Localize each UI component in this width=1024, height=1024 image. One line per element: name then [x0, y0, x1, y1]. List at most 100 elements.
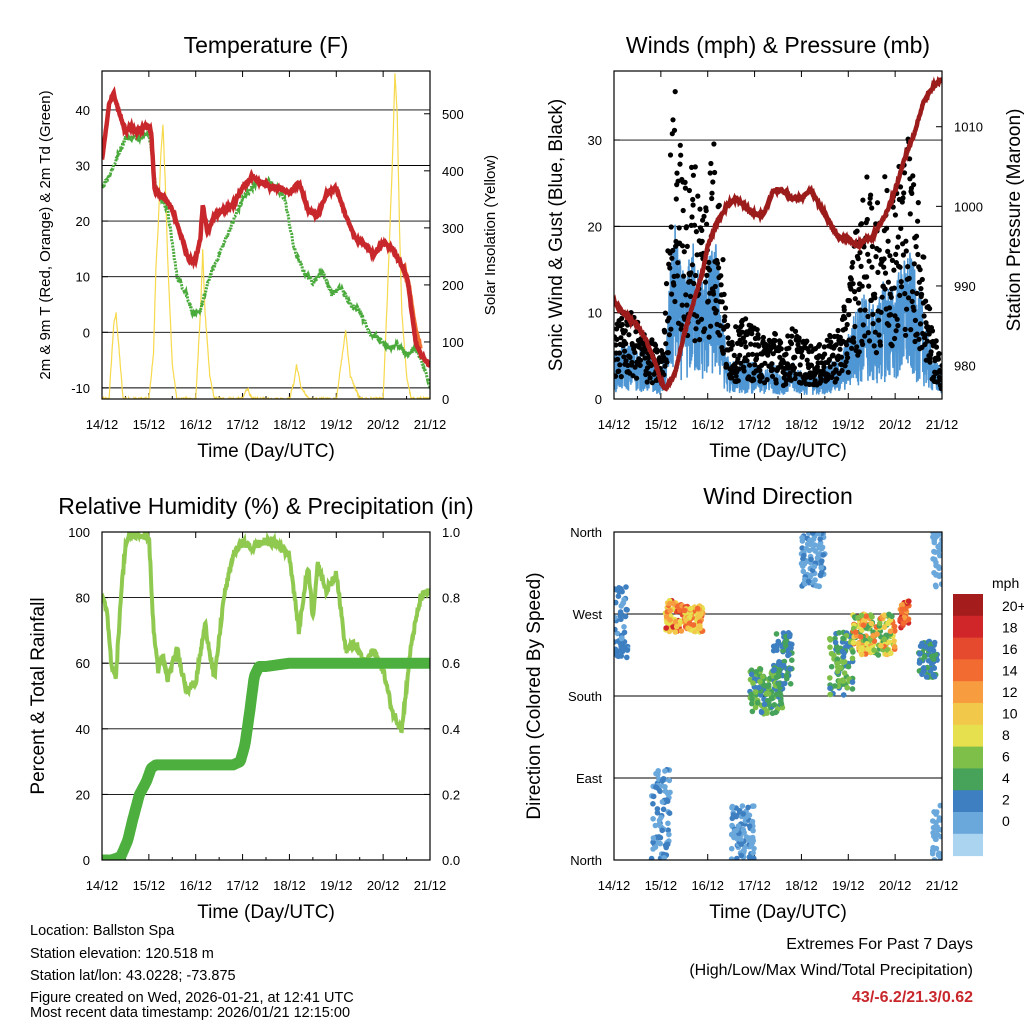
direction-point	[814, 555, 821, 561]
direction-point	[687, 605, 694, 612]
gust-point	[728, 346, 734, 352]
x-axis-label: Time (Day/UTC)	[197, 902, 335, 923]
direction-point	[827, 691, 833, 698]
direction-point	[805, 578, 812, 584]
gust-point	[725, 322, 731, 328]
x-tick-label: 15/12	[645, 417, 678, 432]
direction-point	[923, 674, 930, 680]
gust-point	[616, 368, 622, 374]
direction-point	[653, 784, 659, 790]
direction-point	[897, 616, 903, 623]
gust-point	[915, 218, 921, 224]
gust-point	[876, 332, 882, 338]
gust-point	[862, 307, 868, 313]
direction-point	[870, 633, 876, 639]
direction-point	[799, 545, 805, 551]
gust-point	[850, 259, 856, 266]
direction-point	[922, 643, 929, 650]
gust-point	[928, 349, 934, 355]
gust-point	[796, 335, 802, 341]
direction-point	[834, 668, 841, 675]
gust-point	[915, 251, 921, 258]
gust-point	[867, 200, 873, 206]
direction-point	[750, 850, 756, 856]
gust-point	[691, 280, 697, 287]
gust-point	[756, 343, 762, 349]
gust-point	[757, 378, 763, 384]
direction-point	[749, 839, 756, 846]
legend-swatch	[953, 703, 983, 726]
gust-point	[868, 192, 874, 198]
gust-point	[935, 379, 941, 385]
direction-point	[738, 852, 745, 859]
gust-point	[907, 156, 913, 162]
gust-point	[711, 141, 717, 147]
direction-point	[939, 546, 942, 552]
gust-point	[744, 331, 751, 337]
gust-point	[785, 333, 791, 339]
direction-point	[818, 545, 825, 552]
x-tick-label: 21/12	[414, 878, 447, 893]
gust-point	[695, 193, 701, 199]
direction-point	[777, 692, 784, 698]
gust-point	[793, 371, 799, 377]
gust-point	[911, 182, 917, 188]
gust-point	[623, 358, 629, 364]
direction-point	[900, 620, 907, 626]
gust-point	[855, 256, 861, 262]
direction-point	[673, 623, 680, 630]
gust-point	[739, 322, 745, 328]
y-right-tick-label: 200	[442, 278, 464, 293]
gust-point	[894, 244, 901, 250]
gust-point	[855, 300, 862, 306]
plot-border	[101, 531, 431, 861]
y-tick-label: South	[568, 689, 602, 704]
gust-point	[792, 354, 798, 360]
gust-point	[848, 286, 854, 292]
y-right-tick-label: 1000	[954, 199, 983, 214]
direction-point	[735, 823, 742, 829]
direction-point	[857, 634, 864, 640]
y-tick-label: 30	[76, 159, 90, 174]
gust-point	[842, 363, 848, 369]
legend-label: 20+	[1002, 598, 1024, 614]
gust-point	[898, 284, 905, 290]
gust-point	[913, 233, 920, 239]
gust-point	[903, 238, 909, 244]
y-right-tick-label: 0.8	[442, 591, 460, 606]
gust-point	[886, 305, 893, 311]
gust-point	[667, 265, 673, 271]
gust-point	[926, 331, 932, 337]
direction-point	[756, 684, 762, 691]
direction-point	[891, 623, 898, 630]
gust-point	[729, 375, 735, 381]
direction-point	[666, 777, 673, 784]
direction-point	[859, 645, 865, 651]
direction-point	[859, 651, 865, 658]
x-tick-label: 19/12	[832, 878, 865, 893]
direction-point	[827, 637, 834, 643]
gust-point	[873, 254, 879, 260]
gust-point	[698, 316, 705, 322]
x-tick-label: 18/12	[785, 878, 818, 893]
y-right-tick-label: 100	[442, 335, 464, 350]
gust-point	[860, 341, 866, 347]
gust-point	[873, 350, 880, 356]
gust-point	[749, 331, 755, 337]
direction-point	[652, 822, 659, 829]
gust-point	[804, 338, 810, 344]
gust-point	[891, 285, 897, 291]
direction-point	[665, 820, 671, 827]
gust-point	[939, 377, 942, 383]
x-tick-label: 18/12	[785, 417, 818, 432]
direction-point	[815, 532, 822, 537]
gust-point	[909, 289, 916, 295]
y-right-tick-label: 0.2	[442, 787, 460, 802]
gust-point	[670, 247, 676, 254]
direction-point	[666, 810, 673, 816]
y-right-tick-label: 0.0	[442, 853, 460, 868]
gust-point	[860, 322, 866, 328]
direction-point	[836, 630, 842, 636]
gust-point	[733, 324, 739, 330]
direction-point	[662, 768, 668, 774]
